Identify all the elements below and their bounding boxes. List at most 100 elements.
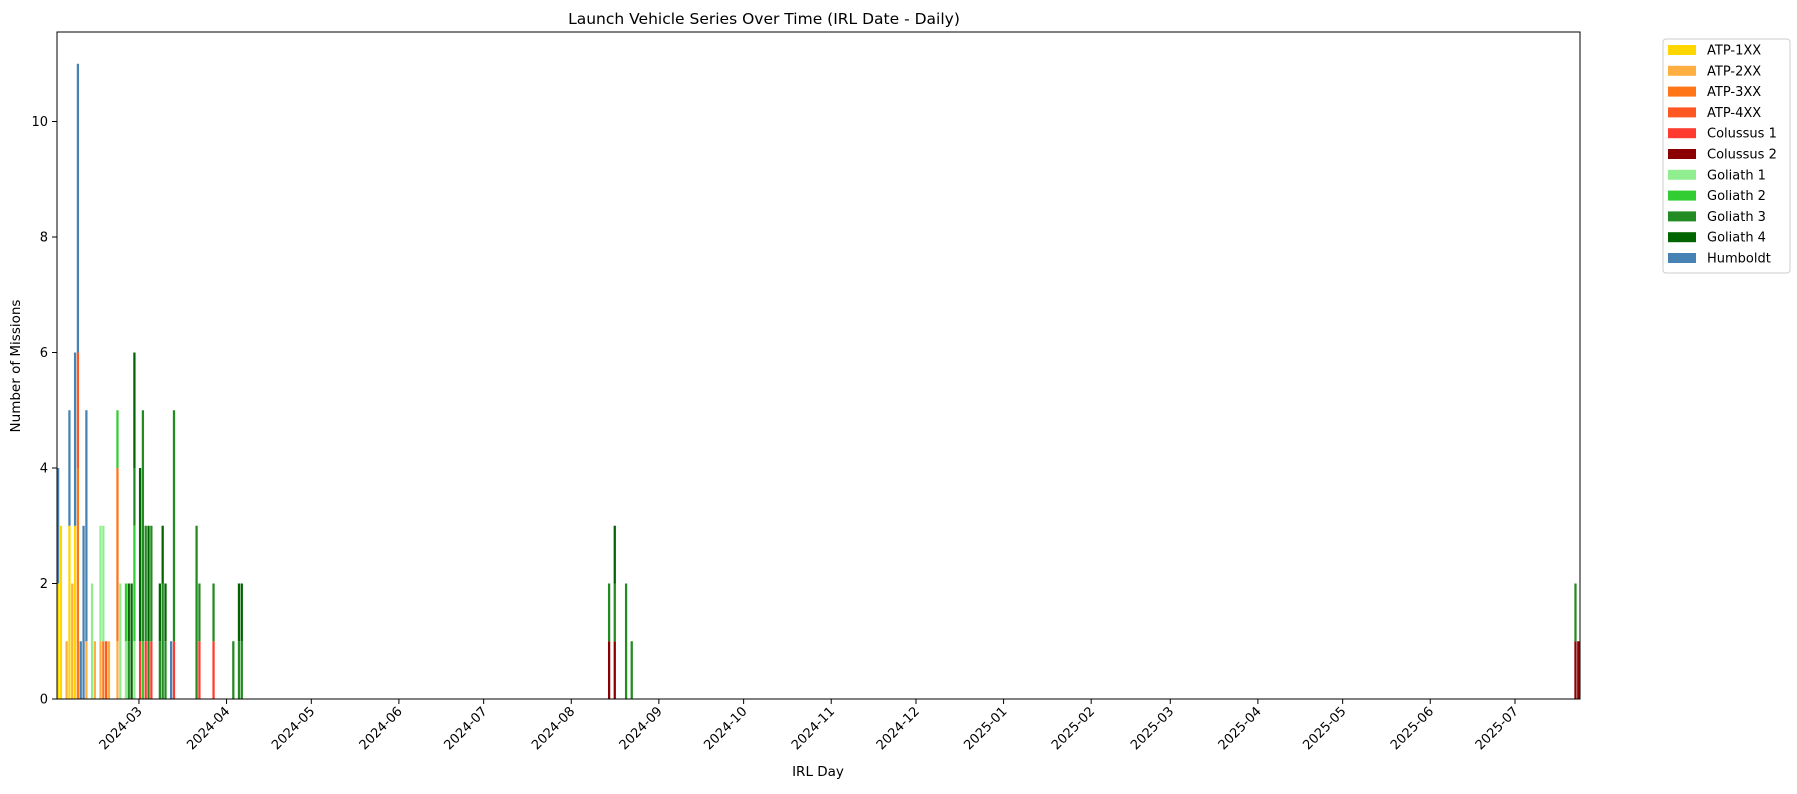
y-axis: 0 2 4 6 8 10 [31,115,57,708]
bar-colussus-1-2024-03-13 [172,641,176,699]
bar-atp-4xx-2024-02-08 [76,352,80,469]
bar-goliath-3-2024-03-21 [195,525,198,699]
legend-swatch [1668,149,1696,159]
bar-goliath-2-2024-03-02 [141,641,145,699]
legend-label: ATP-1XX [1707,44,1761,59]
y-tick-label: 6 [40,346,48,361]
bar-atp-2xx-2024-02-19 [107,641,111,699]
bar-goliath-4-2024-02-27 [130,583,133,699]
bar-colussus-1-2024-03-27 [212,641,215,699]
x-axis-label: IRL Day [792,764,844,780]
bar-atp-2xx-2024-02-16 [99,641,102,699]
legend-label: Goliath 1 [1707,168,1766,183]
bar-humboldt-2024-02-10 [82,525,85,699]
bar-goliath-3-2024-03-22 [198,583,201,642]
bar-humboldt-2024-02-08 [76,63,80,353]
legend-label: ATP-3XX [1707,85,1761,100]
bar-atp-3xx-2024-02-17 [102,641,105,699]
bar-goliath-3-2024-03-02 [141,410,145,642]
legend: ATP-1XX ATP-2XX ATP-3XX ATP-4XX Colussus 1 Co… [1662,38,1791,274]
legend-swatch [1668,65,1696,76]
bar-colussus-1-2024-03-22 [198,641,201,699]
legend-swatch [1668,211,1696,222]
bar-goliath-3-2024-03-03 [144,525,147,642]
bar-goliath-4-2024-03-10 [164,583,167,642]
y-tick-label: 2 [40,577,48,592]
bar-humboldt-2024-02-11 [85,410,88,642]
bar-atp-2xx-2024-02-22 [116,641,119,699]
bar-colussus-2-2024-08-14 [607,641,611,699]
bar-goliath-4-2024-03-09 [161,525,164,584]
bar-atp-1xx-2024-02-01 [57,583,60,699]
bar-goliath-1-2024-02-25 [124,641,128,699]
bar-goliath-4-2024-03-04 [147,525,150,642]
legend-label: Goliath 2 [1707,189,1766,204]
bar-colussus-2-2025-07-23 [1577,641,1580,699]
plot-frame [56,31,1581,700]
bar-humboldt-2024-02-09 [79,641,82,699]
bar-goliath-3-2024-02-28 [133,468,136,526]
legend-label: Colussus 2 [1707,148,1777,163]
bar-goliath-3-2024-02-26 [127,641,130,699]
bar-goliath-3-2024-04-05 [237,641,241,699]
bar-goliath-3-2024-03-09 [161,583,164,699]
bar-atp-2xx-2024-02-14 [93,641,96,699]
bar-humboldt-2024-02-05 [68,410,71,526]
bar-goliath-1-2024-02-13 [90,583,94,699]
bar-goliath-3-2024-03-05 [150,525,153,642]
bar-atp-4xx-2024-02-18 [105,641,108,699]
y-axis-label: Number of Missions [8,300,24,433]
bar-goliath-2-2024-02-28 [133,525,136,642]
legend-label: ATP-4XX [1707,106,1761,121]
bar-goliath-3-2024-08-20 [624,583,628,699]
bar-goliath-3-2024-08-14 [607,583,611,642]
legend-label: Colussus 1 [1707,127,1777,142]
bar-goliath-3-2024-03-13 [172,410,176,642]
bar-humboldt-2024-02-01 [57,468,60,584]
bar-goliath-1-2024-02-17 [102,525,105,642]
legend-swatch [1668,107,1696,118]
legend-swatch [1668,169,1696,180]
bar-atp-3xx-2024-02-08 [76,468,80,699]
bar-goliath-1-2024-02-16 [99,525,102,642]
legend-label: ATP-2XX [1707,64,1761,79]
bar-atp-1xx-2024-02-02 [59,525,63,699]
bar-goliath-3-2025-07-22 [1574,583,1577,642]
bar-colussus-2-2024-08-16 [613,641,616,699]
legend-label: Goliath 3 [1707,210,1766,225]
bar-goliath-3-2024-08-22 [630,641,633,699]
y-tick-label: 0 [40,693,48,708]
bar-goliath-3-2024-04-06 [240,641,243,699]
bar-goliath-4-2024-02-26 [127,583,130,642]
bar-goliath-1-2024-02-23 [119,583,122,699]
y-tick-label: 8 [40,231,48,246]
bar-goliath-3-2024-03-27 [212,583,215,642]
bars-layer [57,63,1580,699]
bar-colussus-2-2025-07-22 [1574,641,1577,699]
bar-goliath-2-2024-02-25 [124,583,128,642]
bar-goliath-3-2024-04-03 [232,641,235,699]
bar-atp-2xx-2024-02-11 [85,641,88,699]
bar-goliath-4-2024-08-16 [613,525,616,584]
bar-goliath-3-2024-03-04 [147,641,150,699]
bar-atp-1xx-2024-02-07 [73,525,77,699]
bar-goliath-4-2024-03-08 [158,583,161,642]
bar-goliath-4-2024-02-28 [133,352,136,469]
bar-goliath-2-2024-02-22 [116,410,119,469]
bar-goliath-1-2024-02-28 [133,641,136,699]
bar-goliath-4-2024-04-05 [237,583,241,642]
legend-label: Goliath 4 [1707,231,1766,246]
legend-swatch [1668,190,1696,201]
bar-atp-1xx-2024-02-05 [68,525,71,699]
bar-goliath-3-2024-03-08 [158,641,161,699]
bar-goliath-3-2024-03-10 [164,641,167,699]
y-tick-label: 10 [31,115,48,130]
legend-swatch [1668,45,1696,55]
bar-goliath-4-2024-03-01 [138,468,142,642]
bar-humboldt-2024-02-07 [73,352,77,526]
bar-atp-2xx-2024-02-04 [65,641,68,699]
chart-title: Launch Vehicle Series Over Time (IRL Dat… [568,10,960,28]
bar-humboldt-2024-03-12 [170,641,173,699]
